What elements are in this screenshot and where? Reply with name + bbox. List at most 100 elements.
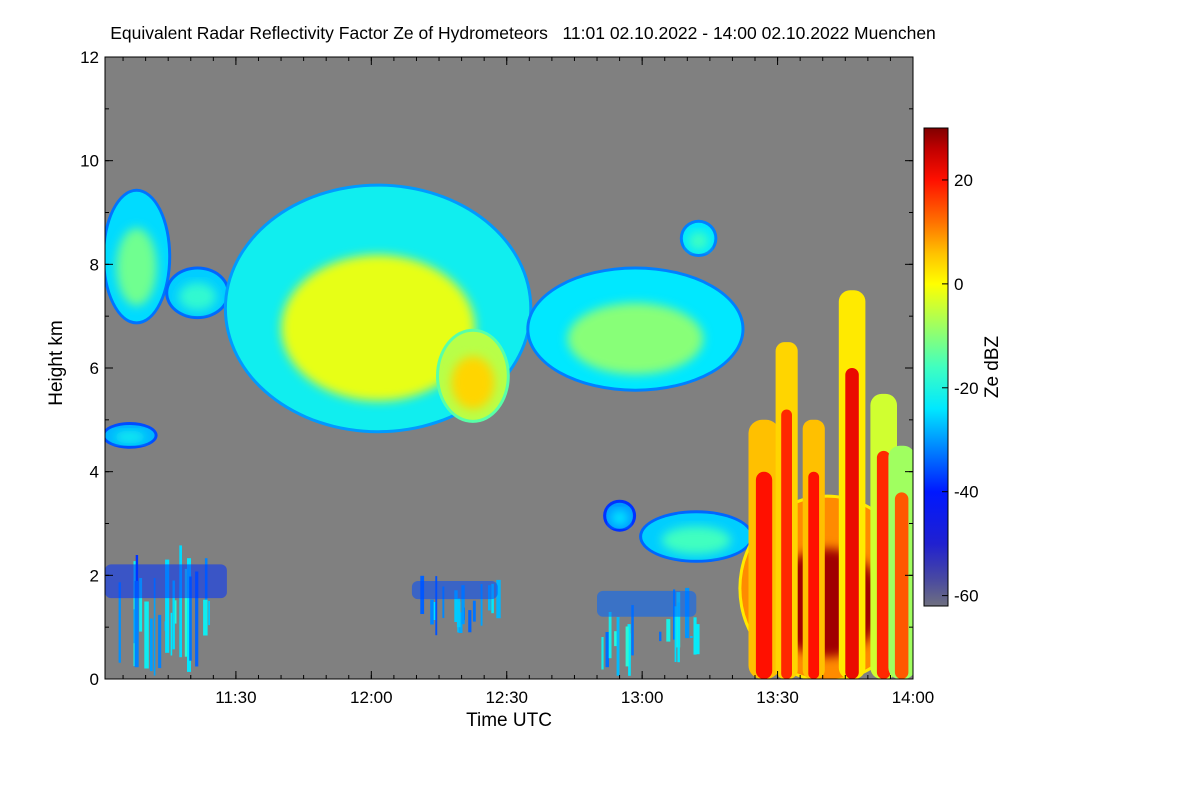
echo-streak [203, 599, 208, 636]
echo-region [597, 587, 700, 676]
echo-streak [133, 609, 136, 644]
echo-core [567, 302, 704, 375]
x-tick-label: 13:30 [756, 688, 799, 707]
echo-streak [158, 614, 162, 669]
echo-core [688, 231, 709, 251]
x-tick-label: 13:00 [621, 688, 664, 707]
colorbar-tick-label: -20 [954, 379, 979, 398]
echo-streak [442, 586, 445, 618]
echo-core [178, 282, 217, 311]
echo-streak [179, 545, 182, 658]
echo-streak [118, 582, 121, 663]
echo-streak [614, 631, 618, 647]
echo-streak [496, 579, 501, 619]
echo-streak [625, 626, 629, 667]
x-tick-label: 12:30 [485, 688, 528, 707]
echo-streak [616, 617, 620, 676]
echo-streak [189, 576, 192, 661]
echo-streak [472, 600, 476, 622]
colorbar-tick-label: 20 [954, 171, 973, 190]
echo-core [610, 510, 629, 526]
echo-layer [105, 183, 913, 679]
colorbar-tick-label: -60 [954, 587, 979, 606]
colorbar-tick-label: -40 [954, 483, 979, 502]
echo-region [838, 290, 866, 679]
echo-core [661, 526, 731, 555]
echo-streak [456, 601, 461, 628]
echo-region [888, 445, 913, 679]
y-tick-label: 6 [90, 359, 99, 378]
echo-core [281, 254, 475, 401]
echo-streak [139, 578, 143, 632]
echo-region [436, 328, 510, 423]
echo-streak-band [411, 581, 498, 600]
echo-core [451, 356, 495, 410]
echo-column-core [808, 471, 820, 679]
echo-column-core [845, 368, 859, 679]
echo-streak [480, 584, 483, 626]
y-tick-label: 12 [80, 48, 99, 67]
echo-streak [435, 576, 438, 636]
x-tick-label: 14:00 [892, 688, 935, 707]
echo-streak [134, 580, 139, 668]
x-axis: 11:30 12:00 12:30 13:00 13:30 14:00 [122, 57, 935, 707]
echo-streak [461, 585, 465, 625]
colorbar-ticks: 20 0 -20 -40 -60 [942, 171, 979, 606]
echo-core [113, 430, 146, 444]
chart-title: Equivalent Radar Reflectivity Factor Ze … [110, 23, 936, 43]
echo-streak [144, 601, 149, 669]
echo-streak [666, 619, 671, 642]
echo-streak [468, 610, 472, 633]
echo-streak-band [597, 590, 697, 617]
echo-streak [659, 631, 662, 642]
echo-column-core [894, 492, 909, 679]
echo-column-core [781, 409, 792, 679]
y-axis-label: Height km [46, 320, 67, 406]
echo-streak [674, 606, 677, 662]
colorbar-frame [923, 127, 949, 607]
echo-streak [690, 636, 693, 638]
x-tick-label: 11:30 [215, 688, 256, 707]
echo-streak [174, 600, 177, 624]
echo-streak [153, 578, 156, 676]
colorbar-tick-label: 0 [954, 275, 963, 294]
echo-streak [631, 605, 634, 656]
echo-column-core [876, 450, 891, 679]
echo-streak [601, 637, 604, 670]
echo-column-core [755, 471, 773, 679]
echo-region [411, 575, 501, 636]
echo-region [775, 342, 798, 679]
echo-streak [454, 590, 458, 622]
y-tick-label: 10 [80, 152, 99, 171]
echo-streak [695, 624, 700, 655]
y-tick-label: 2 [90, 566, 99, 585]
colorbar-label: Ze dBZ [982, 335, 1003, 398]
colorbar: 20 0 -20 -40 -60 Ze dBZ [923, 127, 1003, 607]
echo-streak [170, 612, 173, 656]
echo-region [105, 545, 227, 676]
echo-streak [430, 599, 434, 625]
echo-streak [149, 618, 153, 672]
echo-streak [608, 611, 612, 659]
plot-area [104, 56, 914, 680]
echo-region [748, 419, 780, 679]
echo-region [105, 422, 158, 449]
echo-core [116, 228, 157, 306]
echo-streak [172, 580, 175, 650]
echo-streak [165, 559, 170, 653]
echo-region [639, 510, 754, 563]
echo-region [526, 266, 745, 392]
echo-streak [605, 632, 609, 668]
y-tick-label: 0 [90, 670, 99, 689]
y-tick-label: 8 [90, 255, 99, 274]
echo-streak [677, 602, 680, 663]
echo-streak [693, 617, 697, 655]
echo-region [802, 419, 825, 679]
echo-region [603, 499, 637, 532]
echo-region [105, 188, 172, 325]
echo-streak [433, 602, 437, 620]
echo-streak [208, 600, 210, 626]
echo-streak [187, 558, 191, 672]
echo-region [165, 266, 230, 320]
